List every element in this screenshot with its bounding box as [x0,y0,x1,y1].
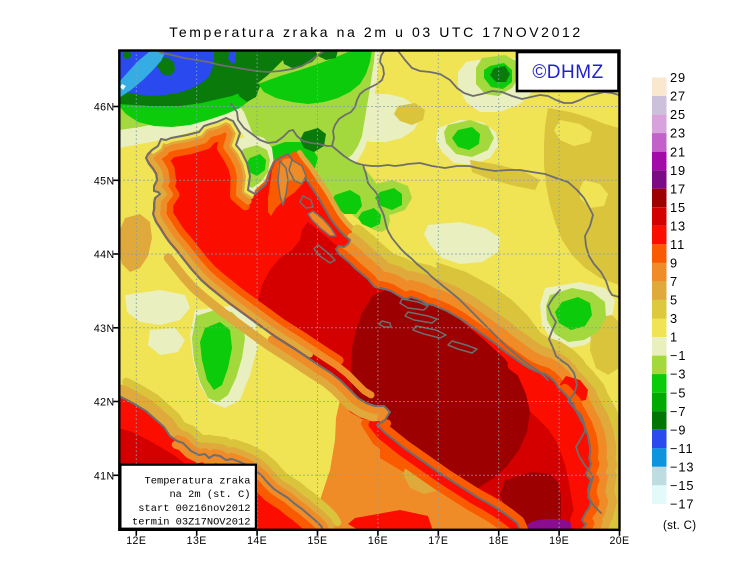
svg-text:5: 5 [670,293,678,308]
svg-text:25: 25 [670,107,686,122]
svg-text:46N: 46N [94,102,115,114]
svg-text:−17: −17 [670,497,694,512]
svg-text:23: 23 [670,126,686,141]
svg-text:©DHMZ: ©DHMZ [532,62,603,83]
svg-text:−9: −9 [670,422,686,437]
svg-text:17E: 17E [428,535,448,547]
svg-text:27: 27 [670,89,686,104]
svg-text:44N: 44N [94,249,115,261]
svg-text:12E: 12E [126,535,146,547]
svg-text:−15: −15 [670,478,694,493]
svg-text:(st. C): (st. C) [663,520,696,532]
svg-text:−11: −11 [670,441,693,456]
svg-text:20E: 20E [609,535,629,547]
svg-text:15: 15 [670,200,686,215]
svg-text:41N: 41N [94,470,115,482]
svg-text:17: 17 [670,181,686,196]
svg-text:−7: −7 [670,404,686,419]
svg-text:21: 21 [670,144,686,159]
svg-text:14E: 14E [247,535,267,547]
svg-text:start 00z16nov2012: start 00z16nov2012 [138,503,250,515]
svg-text:Temperatura zraka: Temperatura zraka [144,476,250,488]
svg-text:29: 29 [670,70,686,85]
svg-text:3: 3 [670,311,678,326]
svg-text:−3: −3 [670,367,686,382]
svg-text:11: 11 [670,237,685,252]
svg-text:Temperatura zraka na 2m u 03 U: Temperatura zraka na 2m u 03 UTC 17NOV20… [169,24,582,40]
svg-text:na 2m (st. C): na 2m (st. C) [169,489,250,501]
svg-text:19: 19 [670,163,686,178]
svg-text:1: 1 [670,330,678,345]
svg-text:13: 13 [670,218,686,233]
svg-text:13E: 13E [187,535,207,547]
svg-text:−1: −1 [670,348,686,363]
svg-text:−13: −13 [670,459,694,474]
svg-text:18E: 18E [489,535,509,547]
svg-text:9: 9 [670,256,678,271]
svg-text:termin 03Z17NOV2012: termin 03Z17NOV2012 [132,517,250,529]
svg-text:15E: 15E [307,535,327,547]
svg-text:45N: 45N [94,175,115,187]
svg-text:−5: −5 [670,385,686,400]
svg-text:19E: 19E [549,535,569,547]
svg-text:7: 7 [670,274,678,289]
svg-text:43N: 43N [94,323,115,335]
svg-text:16E: 16E [368,535,388,547]
svg-text:42N: 42N [94,397,115,409]
